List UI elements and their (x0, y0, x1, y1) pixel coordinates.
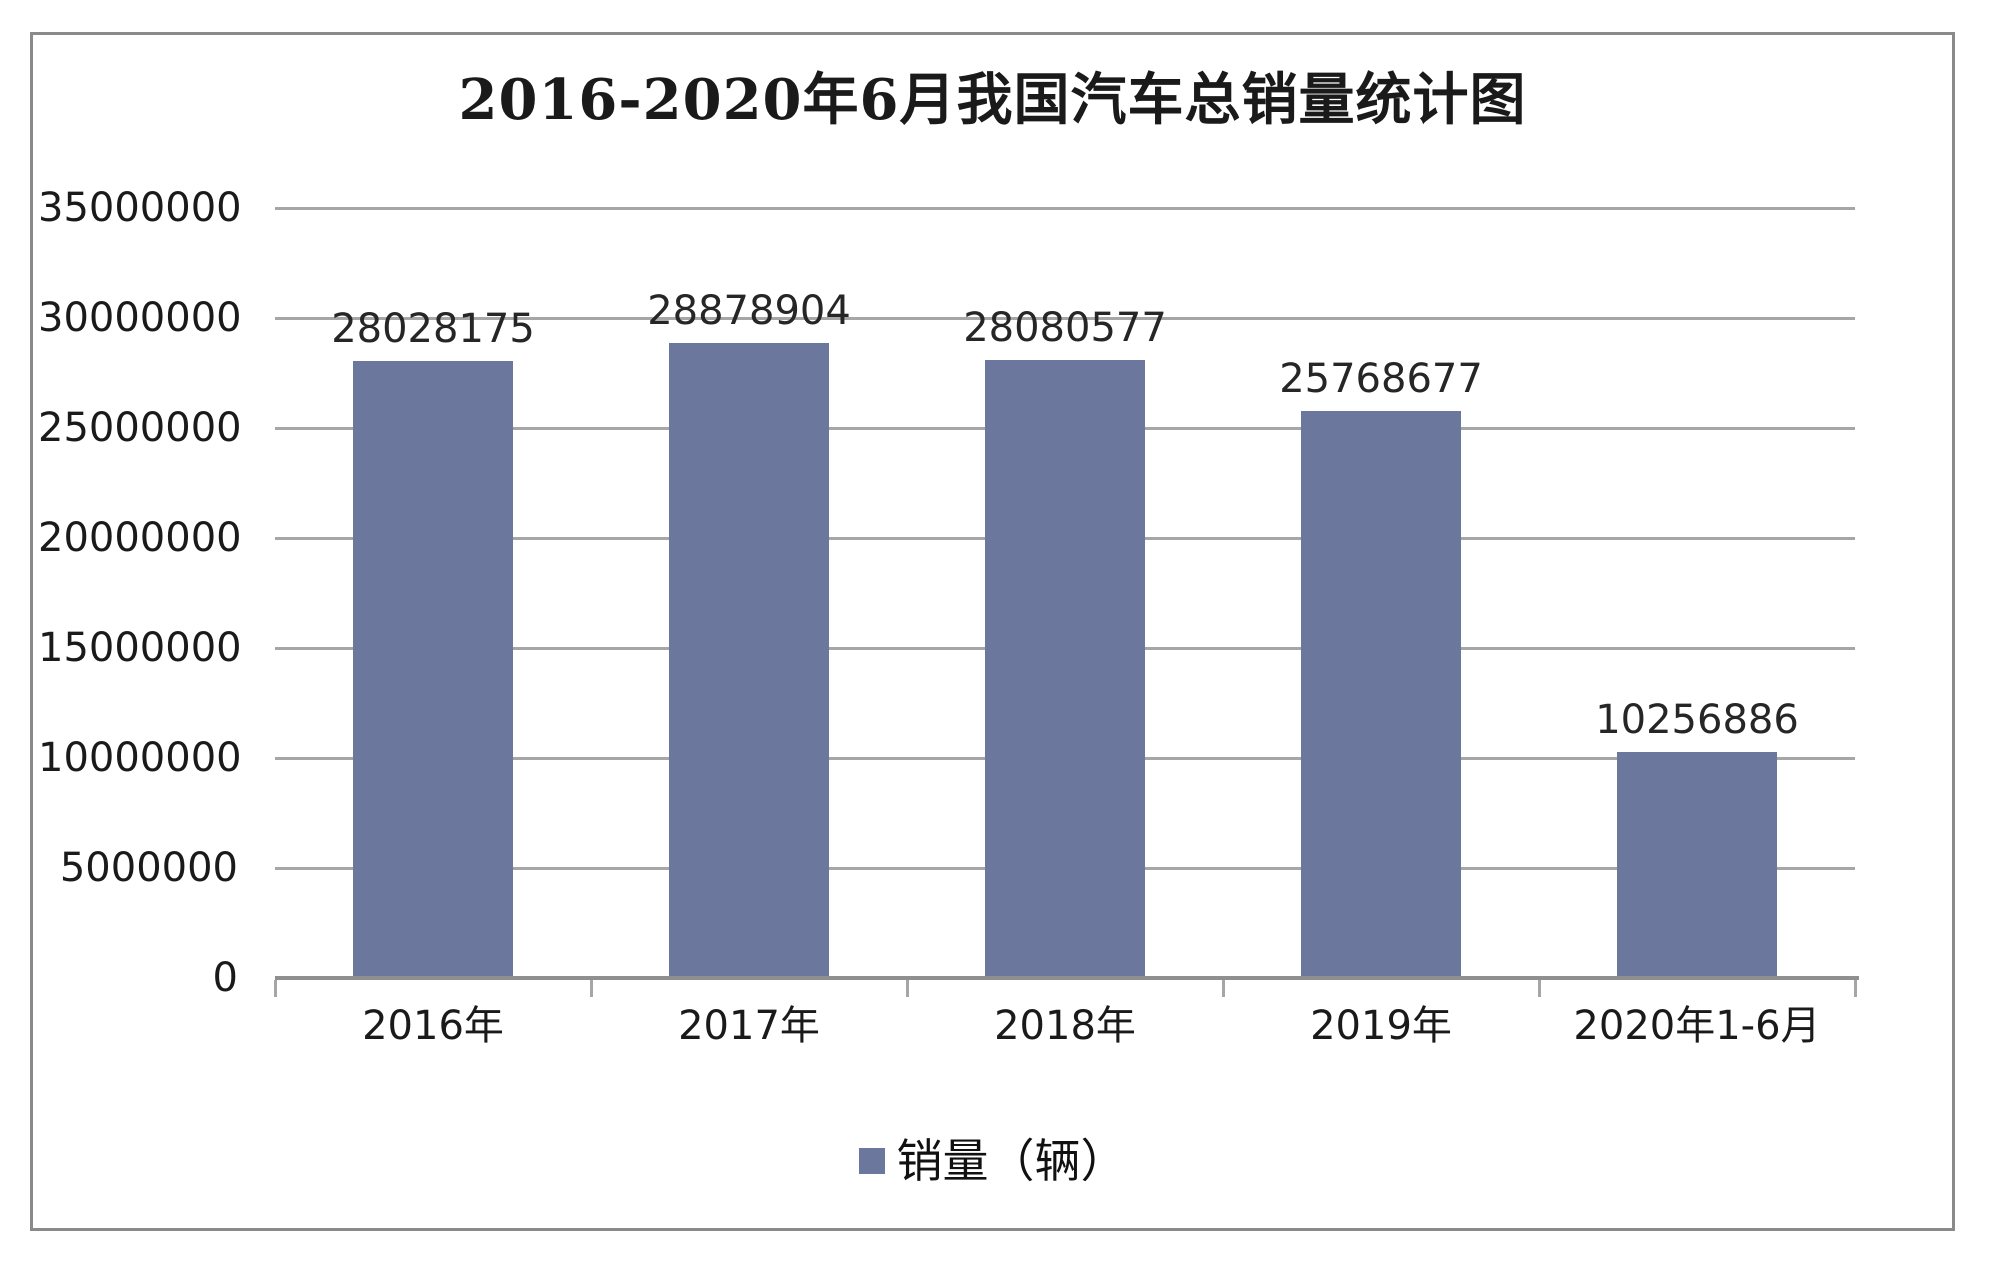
x-axis-tick (1538, 980, 1541, 997)
bar (1617, 752, 1777, 978)
y-tick-label: 10000000 (38, 735, 242, 781)
gridline (275, 206, 1855, 210)
bar-value-label: 28878904 (647, 288, 851, 334)
chart-frame: 2016-2020年6月我国汽车总销量统计图 0 5000000 10000000 1… (30, 32, 1955, 1231)
y-tick-label: 0 (212, 955, 238, 1001)
legend-swatch-icon (858, 1148, 885, 1174)
x-axis-tick (274, 980, 277, 997)
legend: 销量（辆） (33, 1133, 1952, 1189)
bar (985, 360, 1145, 978)
x-axis-tick (1222, 980, 1225, 997)
y-tick-label: 30000000 (38, 295, 242, 341)
y-tick-label: 25000000 (38, 405, 242, 451)
y-tick-label: 15000000 (38, 625, 242, 671)
x-axis-tick (906, 980, 909, 997)
chart-title: 2016-2020年6月我国汽车总销量统计图 (458, 67, 1527, 133)
x-tick-label: 2019年 (1310, 1003, 1452, 1049)
x-axis-tick (1854, 980, 1857, 997)
x-tick-label: 2016年 (362, 1003, 504, 1049)
gridline (275, 316, 1855, 320)
x-axis-tick (590, 980, 593, 997)
y-tick-label: 5000000 (59, 845, 238, 891)
x-tick-label: 2020年1-6月 (1573, 1003, 1821, 1049)
bar-value-label: 28028175 (331, 306, 535, 352)
bar (1301, 411, 1461, 978)
bar (669, 343, 829, 978)
bar-value-label: 10256886 (1595, 697, 1799, 743)
legend-label: 销量（辆） (896, 1134, 1127, 1188)
x-tick-label: 2018年 (994, 1003, 1136, 1049)
y-tick-label: 35000000 (38, 185, 242, 231)
x-tick-label: 2017年 (678, 1003, 820, 1049)
bar-value-label: 25768677 (1279, 356, 1483, 402)
y-tick-label: 20000000 (38, 515, 242, 561)
bar (353, 361, 513, 978)
x-axis-line (275, 976, 1859, 980)
bar-value-label: 28080577 (963, 305, 1167, 351)
